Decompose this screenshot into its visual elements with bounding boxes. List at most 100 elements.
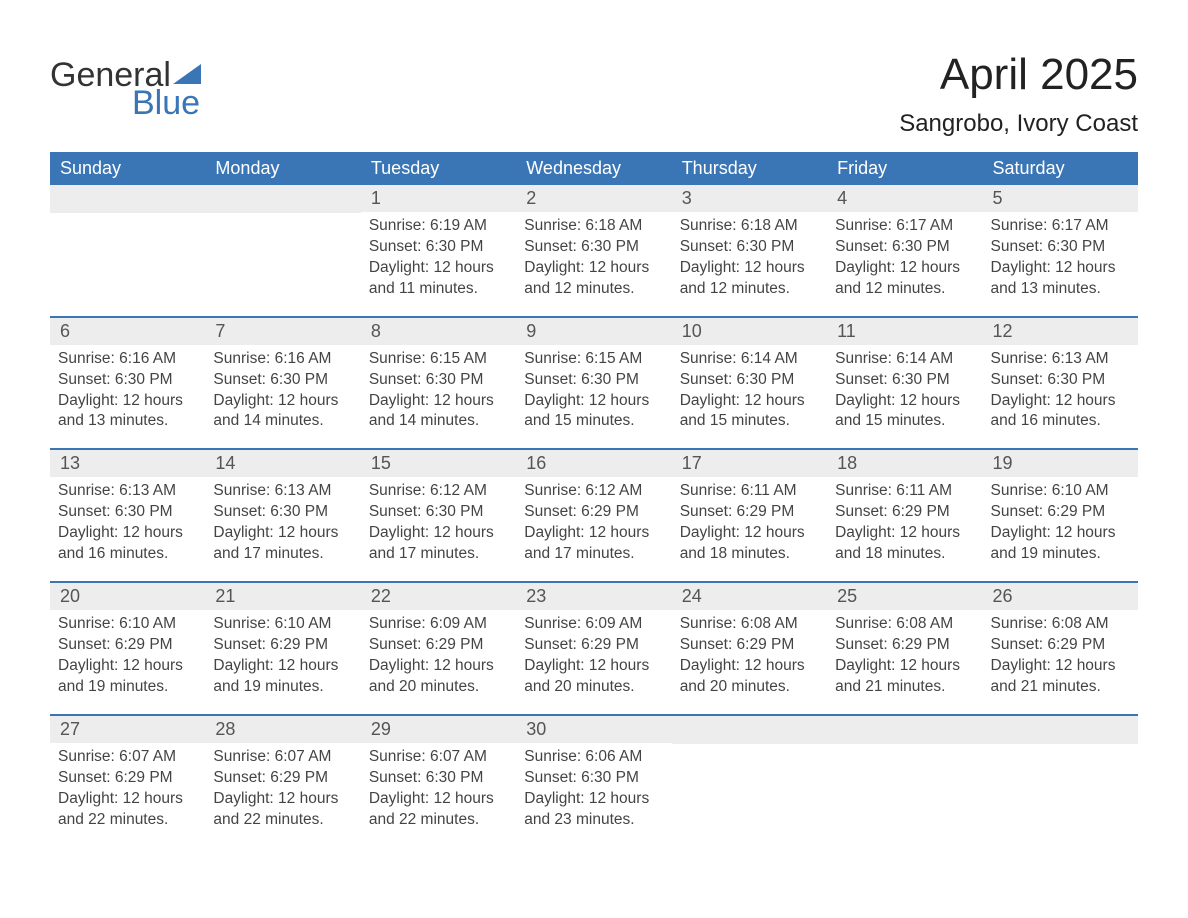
calendar-day: 9Sunrise: 6:15 AMSunset: 6:30 PMDaylight… xyxy=(516,318,671,449)
sunrise-line: Sunrise: 6:13 AM xyxy=(213,481,352,502)
daylight-line: Daylight: 12 hours and 23 minutes. xyxy=(524,789,663,831)
daylight-line: Daylight: 12 hours and 22 minutes. xyxy=(369,789,508,831)
sunrise-line: Sunrise: 6:15 AM xyxy=(369,349,508,370)
month-title: April 2025 xyxy=(899,50,1138,100)
daylight-line: Daylight: 12 hours and 14 minutes. xyxy=(369,391,508,433)
daylight-line: Daylight: 12 hours and 17 minutes. xyxy=(369,523,508,565)
day-number: 15 xyxy=(371,453,391,473)
header: General Blue April 2025 Sangrobo, Ivory … xyxy=(50,50,1138,138)
sunset-line: Sunset: 6:30 PM xyxy=(369,502,508,523)
daylight-line: Daylight: 12 hours and 19 minutes. xyxy=(213,656,352,698)
calendar-day: 21 Sunrise: 6:10 AMSunset: 6:29 PMDayligh… xyxy=(205,583,360,714)
daylight-line: Daylight: 12 hours and 20 minutes. xyxy=(680,656,819,698)
calendar-day xyxy=(50,185,205,316)
day-number-row: 13 xyxy=(50,450,205,477)
weekday-header: Wednesday xyxy=(516,152,671,185)
day-number-row: 21 xyxy=(205,583,360,610)
calendar-day: 8Sunrise: 6:15 AMSunset: 6:30 PMDaylight… xyxy=(361,318,516,449)
title-block: April 2025 Sangrobo, Ivory Coast xyxy=(899,50,1138,138)
day-body xyxy=(50,213,205,293)
day-body xyxy=(672,744,827,824)
day-number: 29 xyxy=(371,719,391,739)
day-number-row xyxy=(983,716,1138,744)
daylight-line: Daylight: 12 hours and 20 minutes. xyxy=(524,656,663,698)
sunrise-line: Sunrise: 6:17 AM xyxy=(835,216,974,237)
sunset-line: Sunset: 6:29 PM xyxy=(680,635,819,656)
calendar-day: 13Sunrise: 6:13 AMSunset: 6:30 PMDayligh… xyxy=(50,450,205,581)
day-number: 26 xyxy=(993,586,1013,606)
calendar-week: 20Sunrise: 6:10 AMSunset: 6:29 PMDayligh… xyxy=(50,581,1138,714)
daylight-line: Daylight: 12 hours and 22 minutes. xyxy=(58,789,197,831)
daylight-line: Daylight: 12 hours and 21 minutes. xyxy=(991,656,1130,698)
day-number-row: 28 xyxy=(205,716,360,743)
calendar-week: 1Sunrise: 6:19 AMSunset: 6:30 PMDaylight… xyxy=(50,185,1138,316)
sunrise-line: Sunrise: 6:10 AM xyxy=(991,481,1130,502)
sunrise-line: Sunrise: 6:12 AM xyxy=(369,481,508,502)
daylight-line: Daylight: 12 hours and 21 minutes. xyxy=(835,656,974,698)
daylight-line: Daylight: 12 hours and 20 minutes. xyxy=(369,656,508,698)
sunset-line: Sunset: 6:29 PM xyxy=(524,502,663,523)
daylight-line: Daylight: 12 hours and 16 minutes. xyxy=(991,391,1130,433)
calendar-day: 30Sunrise: 6:06 AMSunset: 6:30 PMDayligh… xyxy=(516,716,671,847)
day-number: 21 xyxy=(215,586,235,606)
daylight-line: Daylight: 12 hours and 18 minutes. xyxy=(680,523,819,565)
calendar-day: 1Sunrise: 6:19 AMSunset: 6:30 PMDaylight… xyxy=(361,185,516,316)
calendar-day: 3Sunrise: 6:18 AMSunset: 6:30 PMDaylight… xyxy=(672,185,827,316)
day-body: Sunrise: 6:09 AMSunset: 6:29 PMDaylight:… xyxy=(361,610,516,698)
day-body: Sunrise: 6:19 AMSunset: 6:30 PMDaylight:… xyxy=(361,212,516,300)
calendar-day xyxy=(983,716,1138,847)
daylight-line: Daylight: 12 hours and 18 minutes. xyxy=(835,523,974,565)
sunrise-line: Sunrise: 6:07 AM xyxy=(58,747,197,768)
calendar-week: 13Sunrise: 6:13 AMSunset: 6:30 PMDayligh… xyxy=(50,448,1138,581)
calendar-day: 26Sunrise: 6:08 AMSunset: 6:29 PMDayligh… xyxy=(983,583,1138,714)
day-number: 18 xyxy=(837,453,857,473)
daylight-line: Daylight: 12 hours and 19 minutes. xyxy=(991,523,1130,565)
calendar-day: 16Sunrise: 6:12 AMSunset: 6:29 PMDayligh… xyxy=(516,450,671,581)
sunrise-line: Sunrise: 6:13 AM xyxy=(991,349,1130,370)
day-number-row: 23 xyxy=(516,583,671,610)
day-body: Sunrise: 6:17 AMSunset: 6:30 PMDaylight:… xyxy=(827,212,982,300)
day-body: Sunrise: 6:12 AMSunset: 6:30 PMDaylight:… xyxy=(361,477,516,565)
day-number-row: 18 xyxy=(827,450,982,477)
day-body xyxy=(983,744,1138,824)
day-body: Sunrise: 6:10 AMSunset: 6:29 PMDaylight:… xyxy=(205,610,360,698)
brand-word2: Blue xyxy=(132,86,203,120)
day-body: Sunrise: 6:15 AMSunset: 6:30 PMDaylight:… xyxy=(361,345,516,433)
day-body: Sunrise: 6:09 AMSunset: 6:29 PMDaylight:… xyxy=(516,610,671,698)
day-number-row: 15 xyxy=(361,450,516,477)
day-body: Sunrise: 6:17 AMSunset: 6:30 PMDaylight:… xyxy=(983,212,1138,300)
sunset-line: Sunset: 6:29 PM xyxy=(991,502,1130,523)
day-number-row: 5 xyxy=(983,185,1138,212)
sunset-line: Sunset: 6:29 PM xyxy=(213,768,352,789)
daylight-line: Daylight: 12 hours and 14 minutes. xyxy=(213,391,352,433)
sunrise-line: Sunrise: 6:06 AM xyxy=(524,747,663,768)
calendar-week: 27Sunrise: 6:07 AMSunset: 6:29 PMDayligh… xyxy=(50,714,1138,847)
day-body xyxy=(827,744,982,824)
brand-logo: General Blue xyxy=(50,50,203,120)
day-number-row: 8 xyxy=(361,318,516,345)
sunset-line: Sunset: 6:30 PM xyxy=(369,370,508,391)
day-number-row: 2 xyxy=(516,185,671,212)
day-number-row: 10 xyxy=(672,318,827,345)
sunrise-line: Sunrise: 6:19 AM xyxy=(369,216,508,237)
day-number: 6 xyxy=(60,321,70,341)
day-number-row: 26 xyxy=(983,583,1138,610)
sunset-line: Sunset: 6:30 PM xyxy=(991,237,1130,258)
sunrise-line: Sunrise: 6:08 AM xyxy=(680,614,819,635)
daylight-line: Daylight: 12 hours and 19 minutes. xyxy=(58,656,197,698)
day-number-row: 7 xyxy=(205,318,360,345)
calendar-day: 6Sunrise: 6:16 AMSunset: 6:30 PMDaylight… xyxy=(50,318,205,449)
daylight-line: Daylight: 12 hours and 17 minutes. xyxy=(213,523,352,565)
sunset-line: Sunset: 6:30 PM xyxy=(524,237,663,258)
sunrise-line: Sunrise: 6:09 AM xyxy=(524,614,663,635)
weekday-header: Tuesday xyxy=(361,152,516,185)
day-number-row: 11 xyxy=(827,318,982,345)
calendar-day: 10Sunrise: 6:14 AMSunset: 6:30 PMDayligh… xyxy=(672,318,827,449)
weekday-header: Sunday xyxy=(50,152,205,185)
calendar-week: 6Sunrise: 6:16 AMSunset: 6:30 PMDaylight… xyxy=(50,316,1138,449)
sunset-line: Sunset: 6:30 PM xyxy=(835,370,974,391)
daylight-line: Daylight: 12 hours and 15 minutes. xyxy=(680,391,819,433)
sunrise-line: Sunrise: 6:14 AM xyxy=(680,349,819,370)
day-body: Sunrise: 6:18 AMSunset: 6:30 PMDaylight:… xyxy=(516,212,671,300)
weekday-header: Friday xyxy=(827,152,982,185)
